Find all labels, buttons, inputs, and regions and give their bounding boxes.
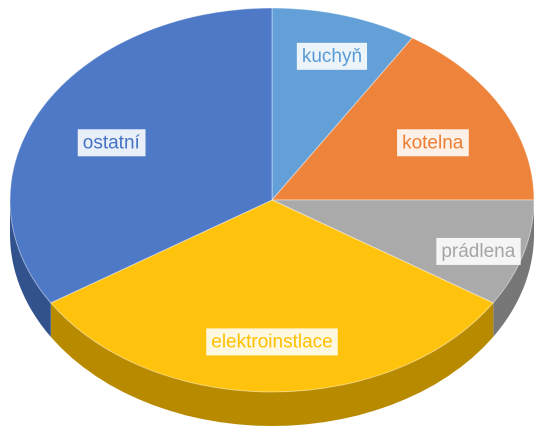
label-box <box>436 237 521 265</box>
data-label: kuchyň <box>302 46 362 67</box>
data-label: elektroinstlace <box>211 331 332 352</box>
data-label: ostatní <box>83 132 141 153</box>
label-box <box>296 42 368 70</box>
data-label: prádlena <box>441 241 515 262</box>
slice <box>270 37 535 201</box>
slice <box>271 199 535 304</box>
label-box <box>397 129 469 157</box>
label-box <box>206 328 338 356</box>
slice-side <box>10 200 51 337</box>
slice <box>49 199 495 393</box>
data-label: kotelna <box>402 132 464 153</box>
label-box <box>77 129 146 157</box>
slice-side <box>50 302 494 426</box>
slice-side <box>493 200 534 337</box>
